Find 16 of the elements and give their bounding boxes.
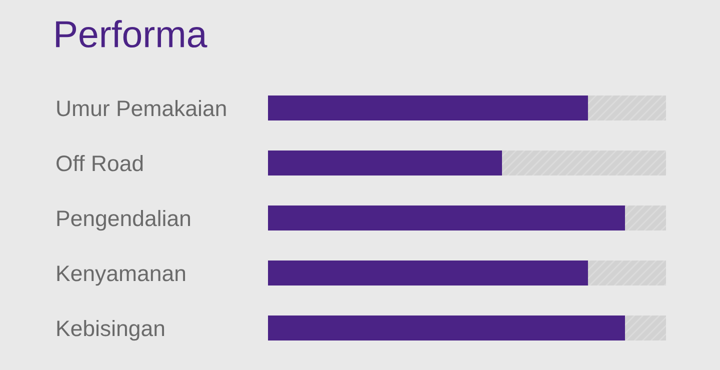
bar [588, 96, 666, 120]
bar [588, 260, 666, 286]
bar [268, 316, 626, 340]
bar [268, 96, 588, 120]
chart-title: Performa [56, 20, 208, 48]
y-tick-label: Kebisingan [57, 320, 164, 341]
y-tick-label: Pengendalian [57, 210, 190, 231]
bar [625, 206, 666, 230]
y-tick-label: Kenyamanan [57, 266, 186, 286]
bar [502, 150, 666, 176]
y-tick-label: Off Road [56, 154, 143, 172]
bar [268, 260, 588, 286]
bar [625, 316, 666, 340]
bar [268, 206, 626, 230]
y-tick-label: Umur Pemakaian [57, 100, 226, 116]
bar [268, 150, 502, 176]
